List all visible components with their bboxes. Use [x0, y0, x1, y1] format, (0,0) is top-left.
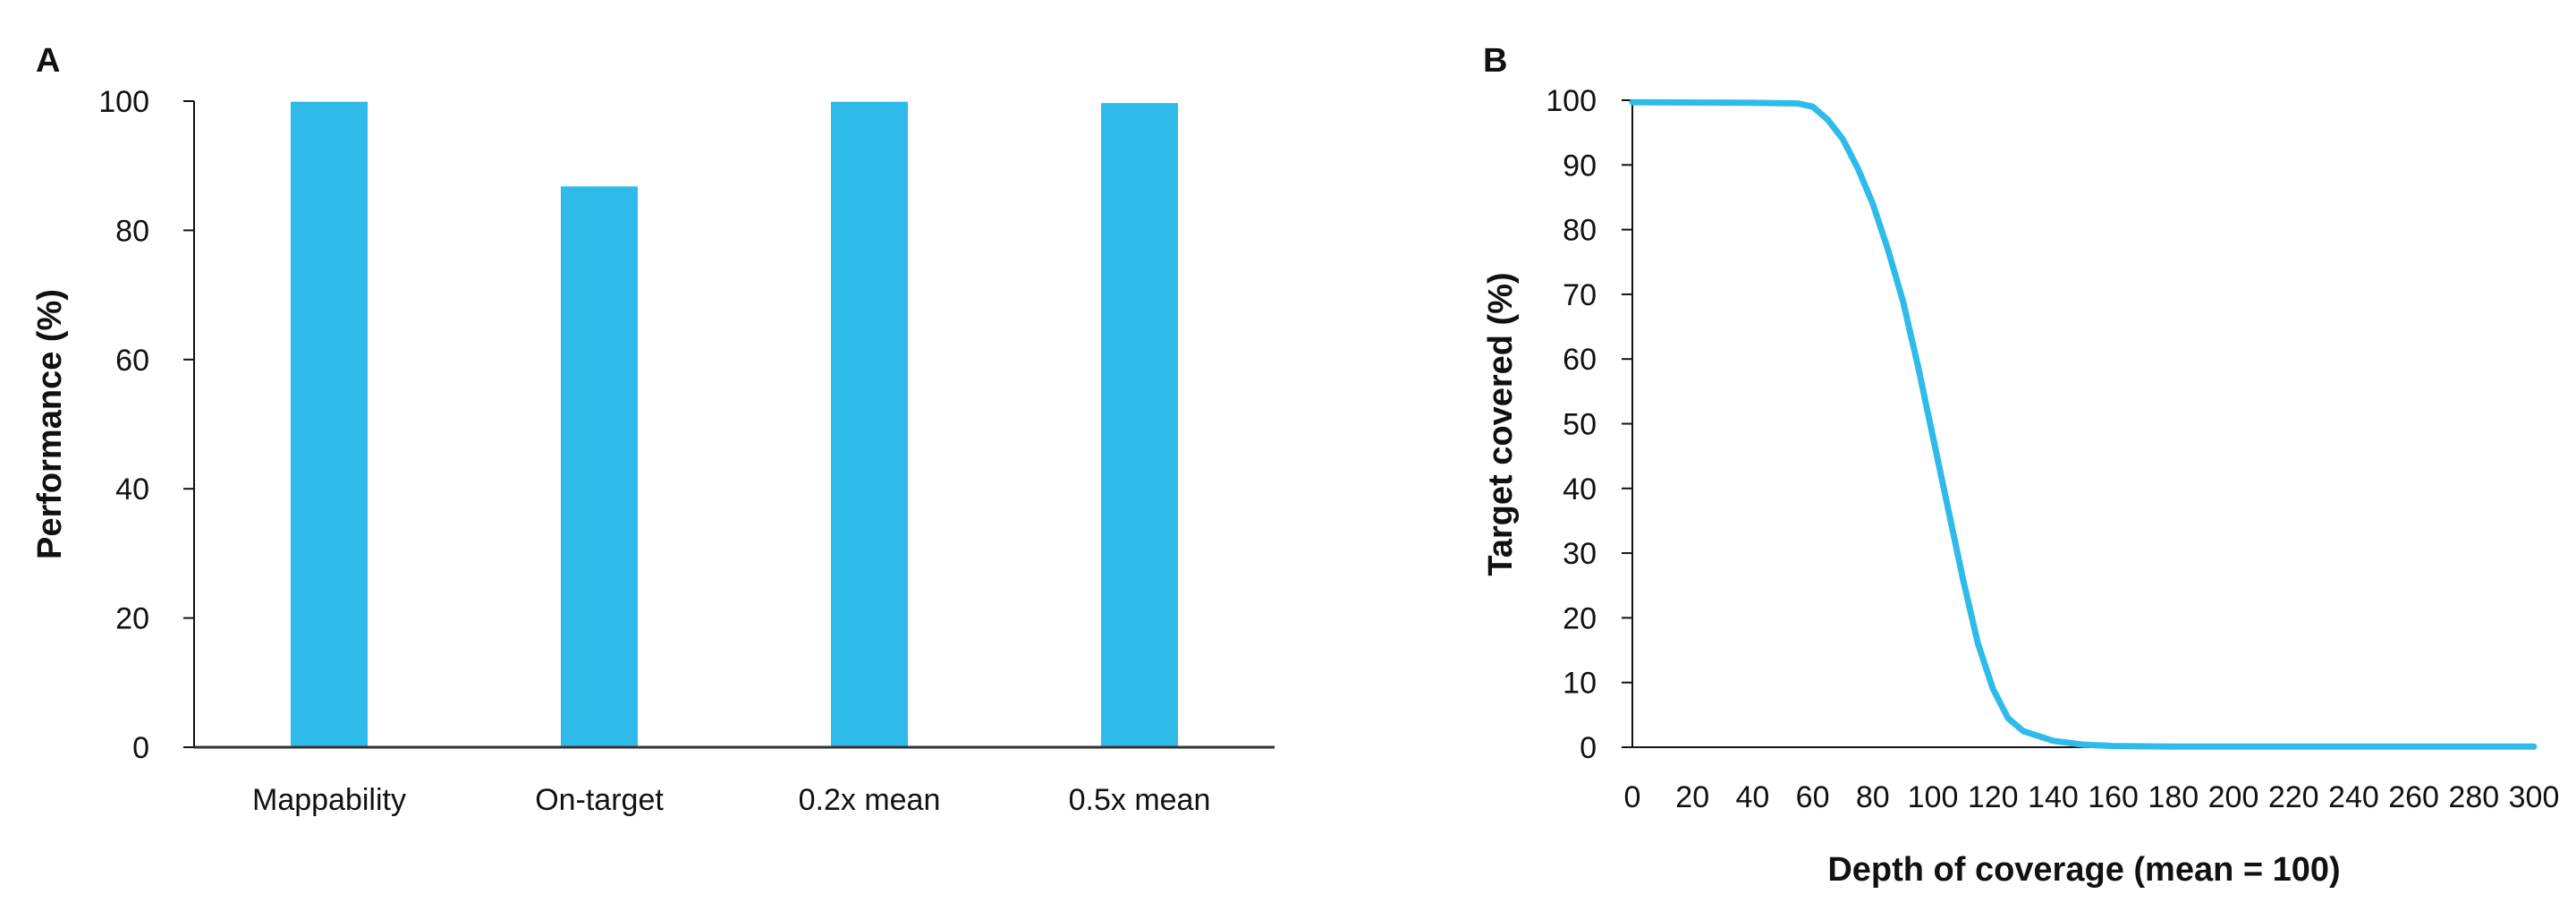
x-tick-label: 300 [2509, 780, 2560, 814]
coverage-line [1629, 98, 2538, 750]
x-tick-label: 0 [1624, 780, 1641, 814]
x-tick-label: 200 [2208, 780, 2259, 814]
bar-on-target [561, 186, 638, 747]
y-tick-label: 40 [115, 473, 149, 507]
x-tick-label: 100 [1908, 780, 1959, 814]
y-tick-label: 10 [1563, 667, 1597, 701]
y-tick-label: 60 [115, 344, 149, 378]
x-tick-label: 240 [2328, 780, 2379, 814]
chart-b: B Target covered (%) Depth of coverage (… [1482, 42, 2559, 889]
x-tick-label: 260 [2388, 780, 2439, 814]
x-tick-label: 20 [1675, 780, 1709, 814]
bar-0-2x-mean [831, 101, 908, 748]
panel-label-b: B [1483, 42, 1507, 80]
x-tick-label: 220 [2268, 780, 2319, 814]
y-tick-label: 70 [1563, 278, 1597, 312]
x-tick-label: 80 [1856, 780, 1890, 814]
y-tick-label: 100 [1546, 84, 1597, 118]
y-tick-label: 0 [1580, 731, 1597, 765]
bar-mappability [291, 101, 368, 748]
y-tick-label: 20 [1563, 601, 1597, 635]
y-tick-label: 0 [132, 731, 149, 765]
bar-0-5x-mean [1101, 103, 1178, 747]
x-tick-label: 140 [2028, 780, 2079, 814]
x-tick-label: 160 [2088, 780, 2139, 814]
x-tick-label: 280 [2448, 780, 2499, 814]
y-tick-label: 30 [1563, 537, 1597, 571]
y-tick-label: 40 [1563, 473, 1597, 507]
y-tick-label: 80 [115, 214, 149, 248]
y-tick-label: 20 [115, 602, 149, 636]
x-axis-label-b: Depth of coverage (mean = 100) [1827, 851, 2340, 889]
y-tick-label: 100 [98, 85, 149, 119]
y-tick-label: 90 [1563, 149, 1597, 183]
y-tick-label: 60 [1563, 343, 1597, 377]
panel-label-a: A [36, 42, 60, 80]
x-tick-label: On-target [535, 783, 664, 817]
x-tick-label: 0.5x mean [1069, 783, 1211, 817]
y-axis-label-a: Performance (%) [31, 289, 69, 559]
x-tick-label: 180 [2148, 780, 2199, 814]
chart-a: A Performance (%) Mappability On-target 0.… [31, 42, 1275, 817]
y-tick-label: 80 [1563, 214, 1597, 248]
x-tick-label: 60 [1796, 780, 1830, 814]
x-tick-label: 40 [1735, 780, 1769, 814]
y-tick-label: 50 [1563, 408, 1597, 442]
x-tick-label: 0.2x mean [799, 783, 941, 817]
x-tick-label: Mappability [252, 783, 406, 817]
x-tick-label: 120 [1968, 780, 2019, 814]
y-axis-label-b: Target covered (%) [1482, 272, 1520, 575]
